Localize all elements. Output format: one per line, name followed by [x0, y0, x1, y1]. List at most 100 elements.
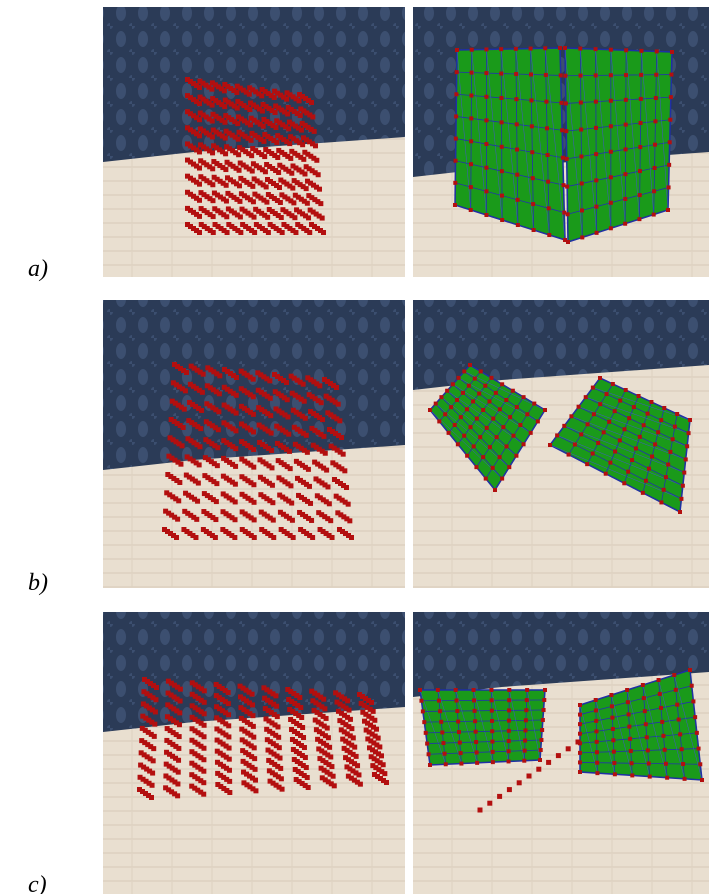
particle	[251, 412, 256, 417]
particle	[201, 769, 206, 774]
vertex	[687, 431, 691, 435]
vertex	[468, 363, 472, 367]
particle	[303, 416, 308, 421]
particle	[318, 201, 323, 206]
particle	[382, 771, 387, 776]
particle	[210, 119, 215, 124]
vertex	[422, 720, 426, 724]
vertex	[610, 704, 614, 708]
vertex	[467, 384, 471, 388]
vertex	[493, 488, 497, 492]
vertex	[622, 427, 626, 431]
vertex	[484, 166, 488, 170]
particle	[358, 782, 363, 787]
vertex	[453, 181, 457, 185]
vertex	[469, 116, 473, 120]
vertex	[488, 445, 492, 449]
particle	[227, 768, 232, 773]
particle	[226, 734, 231, 739]
vertex	[544, 73, 548, 77]
render-panel	[413, 7, 709, 277]
vertex	[440, 730, 444, 734]
particle	[348, 717, 353, 722]
vertex	[594, 126, 598, 130]
particle	[305, 775, 310, 780]
vertex	[530, 124, 534, 128]
particle	[247, 92, 252, 97]
vertex	[439, 395, 443, 399]
vertex	[507, 749, 511, 753]
particle	[345, 698, 350, 703]
vertex	[484, 213, 488, 217]
particle	[214, 499, 219, 504]
vertex	[560, 128, 564, 132]
particle	[226, 712, 231, 717]
particle	[210, 150, 215, 155]
vertex	[622, 481, 626, 485]
vertex	[507, 688, 511, 692]
vertex	[477, 392, 481, 396]
particle	[197, 230, 202, 235]
particle	[325, 484, 330, 489]
vertex	[511, 434, 515, 438]
vertex	[613, 450, 617, 454]
vertex	[594, 719, 598, 723]
particle	[222, 120, 227, 125]
particle	[176, 758, 181, 763]
particle	[210, 198, 215, 203]
vertex	[654, 73, 658, 77]
particle	[233, 482, 238, 487]
particle	[259, 93, 264, 98]
vertex	[644, 479, 648, 483]
particle	[235, 121, 240, 126]
particle	[234, 375, 239, 380]
vertex	[612, 750, 616, 754]
particle	[268, 413, 273, 418]
particle	[201, 372, 206, 377]
particle	[341, 452, 346, 457]
vertex	[484, 189, 488, 193]
vertex	[539, 738, 543, 742]
particle	[237, 183, 242, 188]
particle	[307, 230, 312, 235]
vertex	[578, 732, 582, 736]
vertex	[672, 673, 676, 677]
vertex	[652, 213, 656, 217]
vertex	[624, 123, 628, 127]
particle	[300, 725, 305, 730]
vertex	[454, 137, 458, 141]
particle	[197, 198, 202, 203]
particle	[261, 139, 266, 144]
vertex	[608, 461, 612, 465]
vertex	[611, 738, 615, 742]
vertex	[624, 388, 628, 392]
particle	[182, 407, 187, 412]
vertex	[491, 760, 495, 764]
vertex	[555, 433, 559, 437]
vertex	[688, 668, 692, 672]
vertex	[445, 389, 449, 393]
vertex	[573, 442, 577, 446]
particle	[306, 467, 311, 472]
vertex	[666, 463, 670, 467]
particle	[216, 409, 221, 414]
vertex	[688, 418, 692, 422]
vertex	[594, 729, 598, 733]
particle	[304, 186, 309, 191]
vertex	[566, 240, 570, 244]
vertex	[531, 176, 535, 180]
particle	[251, 735, 256, 740]
particle	[321, 230, 326, 235]
vertex	[579, 154, 583, 158]
vertex	[690, 684, 694, 688]
vertex	[514, 454, 518, 458]
particle	[233, 464, 238, 469]
vertex	[632, 405, 636, 409]
vertex	[507, 729, 511, 733]
particle	[215, 463, 220, 468]
vertex	[542, 708, 546, 712]
vertex	[421, 709, 425, 713]
vertex	[469, 425, 473, 429]
vertex	[562, 424, 566, 428]
vertex	[578, 760, 582, 764]
